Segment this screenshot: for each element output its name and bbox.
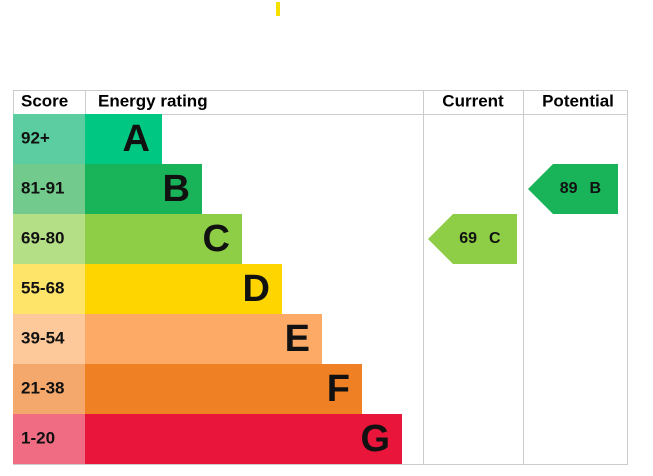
rating-bar <box>85 214 242 264</box>
rating-letter: D <box>243 268 270 310</box>
score-cell <box>13 414 85 464</box>
current-value: 69 <box>459 230 477 247</box>
score-cell <box>13 364 85 414</box>
potential-value: 89 <box>560 180 578 197</box>
header-current: Current <box>442 91 504 110</box>
score-cell <box>13 164 85 214</box>
potential-arrow <box>528 164 618 214</box>
decoration <box>276 2 280 16</box>
rating-bar <box>85 164 202 214</box>
score-range: 92+ <box>21 128 50 147</box>
rating-bar <box>85 314 322 364</box>
rating-letter: E <box>285 318 310 360</box>
rating-bar <box>85 264 282 314</box>
current-arrow <box>428 214 517 264</box>
rating-bar <box>85 364 362 414</box>
score-range: 81-91 <box>21 178 64 197</box>
current-letter: C <box>489 230 501 247</box>
score-range: 21-38 <box>21 378 64 397</box>
score-cell <box>13 214 85 264</box>
rating-letter: G <box>360 418 390 460</box>
rating-bar <box>85 414 402 464</box>
score-range: 39-54 <box>21 328 65 347</box>
score-cell <box>13 114 85 164</box>
potential-letter: B <box>590 180 602 197</box>
score-range: 69-80 <box>21 228 64 247</box>
rating-bar <box>85 114 162 164</box>
rating-letter: B <box>163 168 190 210</box>
rating-letter: A <box>123 118 150 160</box>
score-range: 1-20 <box>21 428 55 447</box>
score-cell <box>13 264 85 314</box>
score-range: 55-68 <box>21 278 64 297</box>
rating-letter: C <box>203 218 230 260</box>
header-energy-rating: Energy rating <box>98 91 208 110</box>
score-cell <box>13 314 85 364</box>
rating-letter: F <box>327 368 350 410</box>
header-score: Score <box>21 91 68 110</box>
header-potential: Potential <box>542 91 614 110</box>
